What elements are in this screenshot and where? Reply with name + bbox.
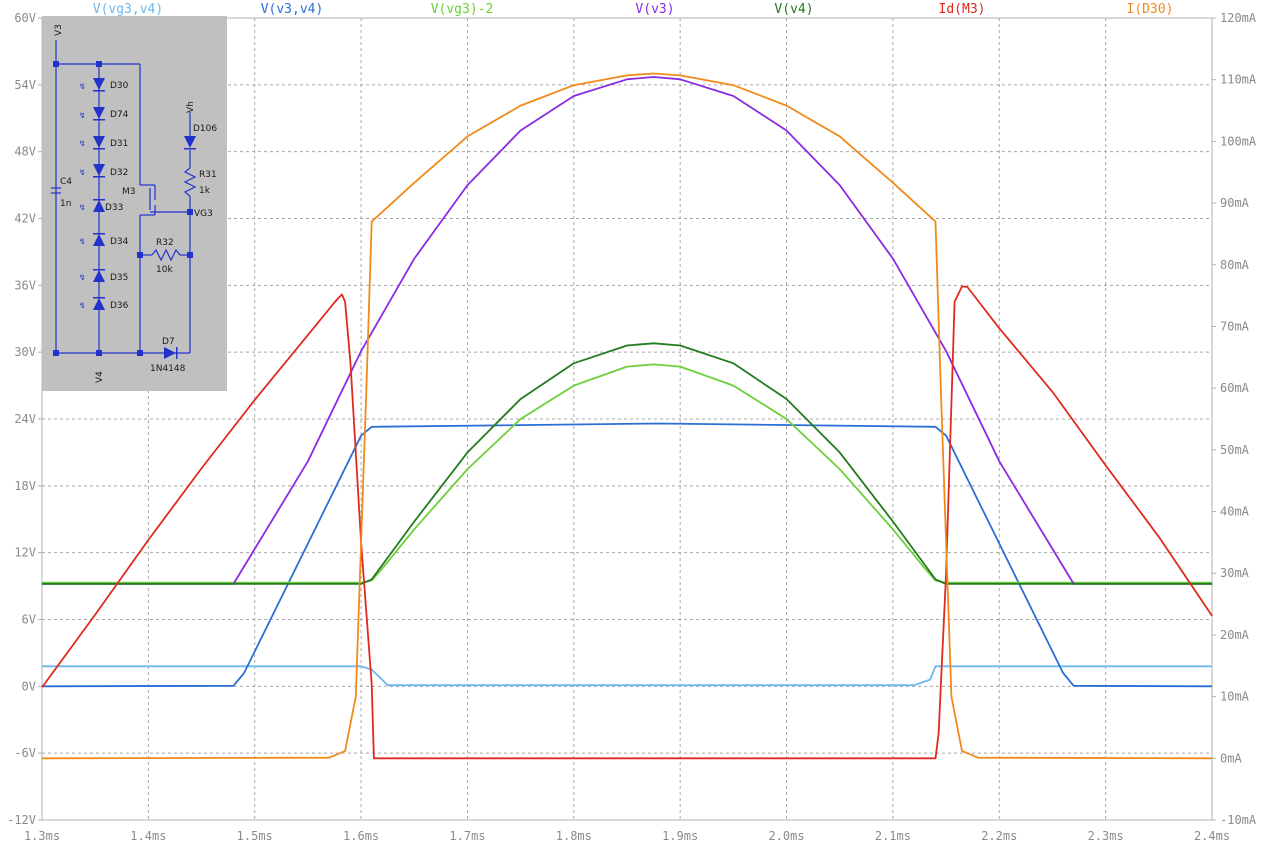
- y-left-tick-label: 48V: [14, 145, 36, 159]
- label-r31-value: 1k: [199, 186, 211, 196]
- svg-text:↯: ↯: [79, 139, 86, 148]
- x-tick-label: 1.4ms: [130, 829, 166, 843]
- y-right-tick-label: 40mA: [1220, 505, 1250, 519]
- schematic-background: [42, 16, 227, 391]
- x-tick-label: 1.5ms: [237, 829, 273, 843]
- svg-text:↯: ↯: [79, 203, 86, 212]
- y-left-tick-label: -6V: [14, 746, 36, 760]
- y-left-tick-label: -12V: [7, 813, 36, 827]
- x-tick-label: 2.4ms: [1194, 829, 1230, 843]
- y-right-tick-label: 120mA: [1220, 11, 1257, 25]
- y-right-tick-label: 50mA: [1220, 443, 1250, 457]
- y-left-tick-label: 12V: [14, 546, 36, 560]
- label-r32-value: 10k: [156, 265, 173, 275]
- legend-entry: Id(M3): [939, 2, 986, 17]
- y-right-tick-label: 80mA: [1220, 258, 1250, 272]
- x-tick-label: 1.8ms: [556, 829, 592, 843]
- series-line-v-vg3-v4: [42, 665, 1212, 687]
- x-tick-label: 1.9ms: [662, 829, 698, 843]
- x-tick-label: 1.3ms: [24, 829, 60, 843]
- label-d30: D30: [110, 81, 129, 91]
- svg-text:↯: ↯: [79, 273, 86, 282]
- y-right-tick-label: 60mA: [1220, 381, 1250, 395]
- legend-entry: V(v3,v4): [261, 2, 324, 17]
- legend-entry: V(vg3,v4): [93, 2, 163, 17]
- y-right-tick-label: -10mA: [1220, 813, 1257, 827]
- label-vg3: VG3: [194, 209, 213, 219]
- y-right-tick-label: 10mA: [1220, 690, 1250, 704]
- svg-text:↯: ↯: [79, 168, 86, 177]
- legend-entry: V(v3): [635, 2, 674, 17]
- svg-text:↯: ↯: [79, 111, 86, 120]
- series-line-v-v3-v4: [41, 422, 1213, 688]
- label-v4: V4: [95, 371, 105, 383]
- x-tick-label: 1.6ms: [343, 829, 379, 843]
- label-r31: R31: [199, 170, 217, 180]
- label-r32: R32: [156, 238, 174, 248]
- y-left-tick-label: 18V: [14, 479, 36, 493]
- y-right-tick-label: 20mA: [1220, 628, 1250, 642]
- x-tick-label: 1.7ms: [449, 829, 485, 843]
- axes: 1.3ms 1.4ms 1.5ms 1.6ms 1.7ms 1.8ms 1.9ms 2.0ms…: [7, 11, 1257, 843]
- label-m3: M3: [122, 187, 136, 197]
- label-vh: Vh: [186, 101, 196, 113]
- series-line-v-v4: [42, 342, 1212, 585]
- y-right-tick-label: 70mA: [1220, 319, 1250, 333]
- y-left-tick-label: 60V: [14, 11, 36, 25]
- label-d34: D34: [110, 237, 129, 247]
- grid: [42, 18, 1212, 820]
- y-right-tick-label: 0mA: [1220, 751, 1242, 765]
- y-left-tick-label: 0V: [22, 679, 36, 693]
- label-c4-value: 1n: [60, 199, 71, 209]
- schematic-diodes: [53, 61, 196, 359]
- series-line-i-d30: [41, 72, 1213, 760]
- series-line-v-v3: [42, 76, 1212, 585]
- led-arrows: ↯ ↯ ↯ ↯ ↯ ↯ ↯ ↯: [79, 82, 86, 310]
- y-right-tick-label: 100mA: [1220, 134, 1257, 148]
- y-left-tick-label: 24V: [14, 412, 36, 426]
- y-right-tick-label: 30mA: [1220, 566, 1250, 580]
- y-left-tick-label: 30V: [14, 345, 36, 359]
- x-tick-label: 2.1ms: [875, 829, 911, 843]
- label-d106: D106: [193, 124, 217, 134]
- label-d31: D31: [110, 139, 128, 149]
- series-line-v-vg3-2: [42, 363, 1212, 584]
- label-d7: D7: [162, 337, 175, 347]
- schematic-labels: V3 V4 Vh D30 D74 D31 D32 D33 D34 D35 D36…: [54, 24, 217, 383]
- y-right-tick-label: 90mA: [1220, 196, 1250, 210]
- svg-text:↯: ↯: [79, 301, 86, 310]
- x-tick-label: 2.2ms: [981, 829, 1017, 843]
- x-tick-label: 2.3ms: [1088, 829, 1124, 843]
- label-d35: D35: [110, 273, 128, 283]
- y-left-tick-label: 36V: [14, 278, 36, 292]
- x-tick-label: 2.0ms: [768, 829, 804, 843]
- legend-entry: V(vg3)-2: [431, 2, 494, 17]
- y-left-tick-label: 54V: [14, 78, 36, 92]
- svg-text:↯: ↯: [79, 82, 86, 91]
- y-left-tick-label: 6V: [22, 613, 36, 627]
- label-v3: V3: [54, 24, 64, 36]
- y-right-tick-label: 110mA: [1220, 73, 1257, 87]
- label-d32: D32: [110, 168, 128, 178]
- y-left-tick-label: 42V: [14, 212, 36, 226]
- label-d74: D74: [110, 110, 129, 120]
- series-line-id-m3: [41, 285, 1213, 760]
- schematic-inset: ↯ ↯ ↯ ↯ ↯ ↯ ↯ ↯ V3 V4 Vh D30 D74 D31 D32 D33 D…: [42, 16, 227, 391]
- legend-entry: V(v4): [774, 2, 813, 17]
- series-layer: [41, 72, 1213, 760]
- label-c4: C4: [60, 177, 72, 187]
- svg-text:↯: ↯: [79, 237, 86, 246]
- legend-entry: I(D30): [1127, 2, 1174, 17]
- label-d36: D36: [110, 301, 129, 311]
- label-d33: D33: [105, 203, 123, 213]
- label-d7-model: 1N4148: [150, 364, 186, 374]
- legend: V(vg3,v4) V(v3,v4) V(vg3)-2 V(v3) V(v4) Id(M3…: [93, 2, 1174, 17]
